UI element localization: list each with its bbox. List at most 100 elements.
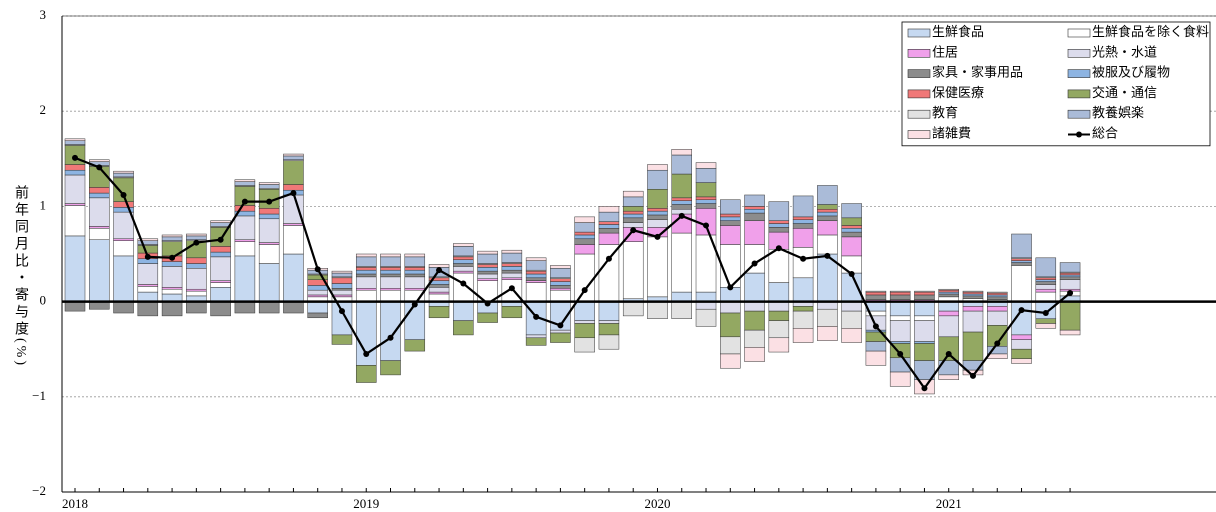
bar-segment — [404, 276, 426, 289]
bar-segment — [817, 204, 838, 210]
bar-segment — [841, 301, 862, 312]
bar-segment — [938, 293, 959, 298]
bar-segment — [914, 320, 935, 342]
bar-segment — [574, 238, 595, 245]
bar-segment — [477, 267, 498, 272]
bar-segment — [1035, 257, 1057, 278]
bar-segment — [525, 277, 547, 281]
bar-segment — [113, 170, 134, 174]
bar-segment — [234, 215, 256, 240]
bar-segment — [865, 290, 887, 293]
bar-segment — [671, 301, 692, 319]
bar-segment — [720, 353, 741, 369]
bar-segment — [501, 277, 523, 280]
bar-segment — [258, 263, 280, 302]
bar-segment — [477, 273, 498, 280]
bar-segment — [453, 259, 474, 264]
bar-segment — [428, 306, 450, 319]
bar-segment — [453, 246, 474, 257]
bar-segment — [598, 320, 620, 324]
bar-segment — [1011, 265, 1032, 302]
bar-segment — [768, 337, 790, 353]
bar-segment — [865, 341, 887, 352]
bar-segment — [574, 323, 595, 339]
bar-segment — [428, 284, 450, 288]
legend-box — [901, 21, 1211, 147]
legend-label: 被服及び履物 — [1092, 65, 1170, 80]
bar-segment — [234, 301, 256, 314]
bar-segment — [234, 241, 256, 257]
bar-segment — [380, 289, 401, 302]
bar-segment — [889, 301, 911, 317]
bar-segment — [744, 209, 765, 214]
bar-segment — [380, 256, 401, 267]
bar-segment — [355, 276, 377, 289]
bar-segment — [258, 208, 280, 215]
bar-segment — [720, 336, 741, 355]
bar-segment — [453, 256, 474, 260]
bar-segment — [598, 323, 620, 336]
bar-segment — [1035, 291, 1057, 302]
bar-segment — [841, 203, 862, 219]
x-tick-label: 2021 — [936, 496, 962, 511]
bar-segment — [525, 270, 547, 275]
bar-segment — [768, 223, 790, 228]
bar-segment — [89, 159, 110, 162]
total-point — [411, 301, 418, 308]
bar-segment — [744, 194, 765, 207]
bar-segment — [137, 284, 159, 287]
bar-segment — [574, 244, 595, 255]
bar-segment — [477, 250, 498, 255]
bar-segment — [792, 216, 814, 220]
bar-segment — [744, 220, 765, 245]
legend-label: 生鮮食品を除く食料 — [1092, 24, 1209, 39]
bar-segment — [817, 215, 838, 221]
bar-segment — [1011, 258, 1032, 261]
bar-segment — [283, 184, 304, 191]
bar-segment — [817, 220, 838, 236]
bar-segment — [647, 189, 668, 209]
bar-segment — [210, 280, 231, 283]
legend-label: 家具・家事用品 — [932, 65, 1023, 80]
bar-segment — [720, 213, 741, 218]
bar-segment — [258, 182, 280, 185]
total-point — [533, 313, 540, 320]
bar-segment — [938, 291, 959, 295]
bar-segment — [161, 301, 183, 317]
bar-segment — [161, 236, 183, 241]
bar-segment — [622, 241, 644, 299]
bar-segment — [186, 263, 207, 269]
bar-segment — [355, 288, 377, 291]
bar-segment — [841, 255, 862, 274]
total-point — [557, 322, 564, 329]
bar-segment — [550, 332, 571, 343]
bar-segment — [307, 289, 328, 296]
total-point — [678, 212, 685, 219]
bar-segment — [938, 301, 959, 312]
bar-segment — [914, 315, 935, 321]
bar-segment — [647, 301, 668, 319]
bar-segment — [647, 169, 668, 190]
y-tick-label: 0 — [40, 293, 47, 308]
bar-segment — [89, 239, 110, 302]
bar-segment — [64, 203, 86, 206]
bar-segment — [987, 291, 1008, 294]
bar-segment — [64, 169, 86, 176]
bar-segment — [186, 233, 207, 237]
bar-segment — [331, 288, 353, 291]
bar-segment — [283, 155, 304, 161]
bar-segment — [598, 211, 620, 222]
bar-segment — [550, 289, 571, 302]
bar-segment — [550, 281, 571, 286]
bar-segment — [477, 264, 498, 268]
bar-segment — [210, 287, 231, 302]
bar-segment — [283, 160, 304, 185]
bar-segment — [598, 221, 620, 225]
y-tick-label: 2 — [40, 102, 47, 117]
legend-label: 教養娯楽 — [1092, 105, 1144, 120]
bar-segment — [113, 201, 134, 208]
bar-segment — [647, 210, 668, 216]
bar-segment — [501, 263, 523, 267]
bar-segment — [113, 301, 134, 314]
